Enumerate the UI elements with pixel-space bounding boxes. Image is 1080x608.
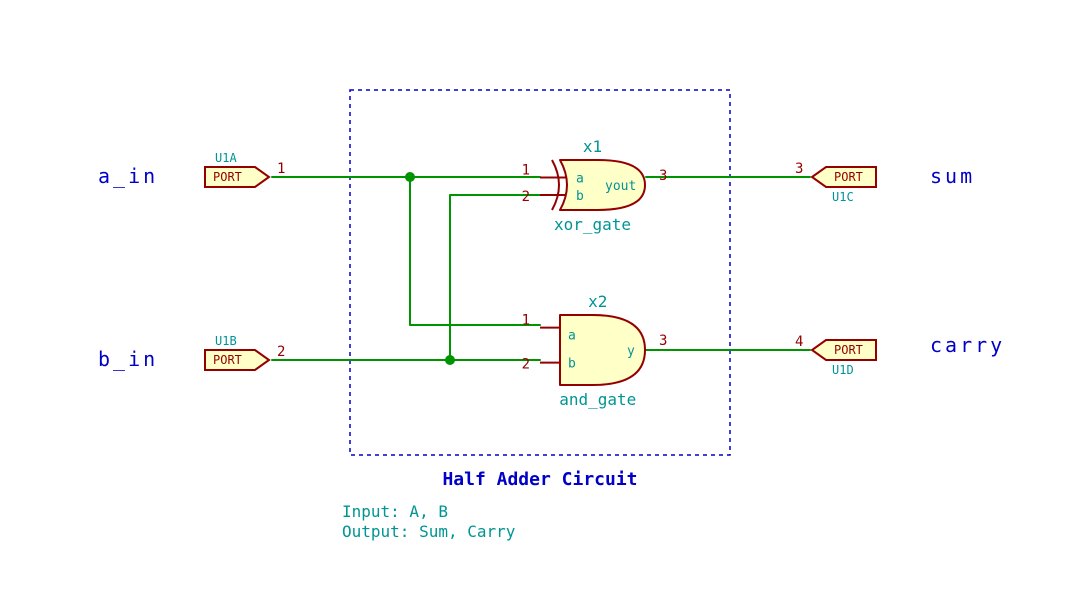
schematic-title: Half Adder Circuit [442, 469, 637, 490]
port-ref: U1A [215, 151, 237, 165]
pin-label: a [568, 329, 576, 344]
hierarchical-box [350, 90, 730, 455]
port-ref: U1D [832, 363, 854, 377]
pin-number: 2 [522, 357, 530, 373]
pin-number: 1 [522, 163, 530, 179]
port-text: PORT [834, 170, 863, 184]
port-pin-number: 3 [795, 161, 803, 177]
xor-back-curve [552, 160, 559, 210]
pin-label: b [568, 357, 576, 372]
junction-dot [445, 355, 455, 365]
wire [450, 195, 540, 360]
port-text: PORT [213, 353, 242, 367]
port-pin-number: 1 [277, 161, 285, 177]
pin-number: 3 [659, 333, 667, 349]
pin-label: a [576, 172, 584, 187]
port-ref: U1C [832, 190, 854, 204]
pin-label: yout [605, 179, 636, 194]
port-text: PORT [213, 170, 242, 184]
gate-ref: x2 [588, 292, 607, 311]
junction-dot [405, 172, 415, 182]
schematic-note: Input: A, B [342, 502, 448, 521]
port-text: PORT [834, 343, 863, 357]
pin-label: y [627, 344, 635, 359]
io-label: a_in [98, 164, 158, 188]
io-label: sum [930, 164, 975, 188]
pin-label: b [576, 189, 584, 204]
schematic-note: Output: Sum, Carry [342, 522, 516, 541]
gate-name: and_gate [559, 390, 636, 409]
pin-number: 2 [522, 189, 530, 205]
gate-name: xor_gate [554, 215, 631, 234]
port-ref: U1B [215, 334, 237, 348]
port-pin-number: 4 [795, 334, 803, 350]
io-label: b_in [98, 347, 158, 371]
wire [410, 177, 540, 325]
io-label: carry [930, 333, 1005, 357]
gate-ref: x1 [583, 137, 602, 156]
pin-number: 1 [522, 313, 530, 329]
pin-number: 3 [659, 168, 667, 184]
port-pin-number: 2 [277, 344, 285, 360]
